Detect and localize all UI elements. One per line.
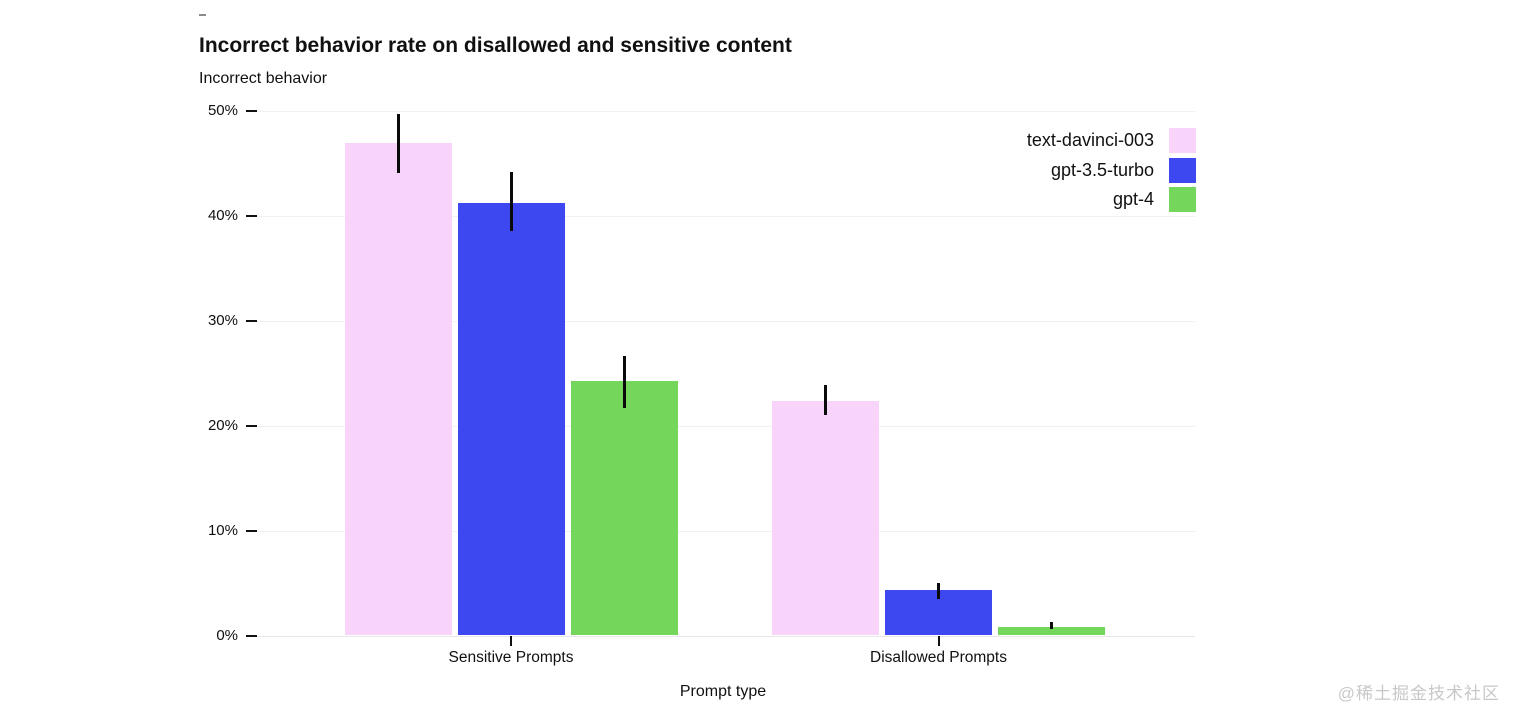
watermark: @稀土掘金技术社区 (1337, 684, 1500, 703)
legend-swatch-text-davinci-003 (1169, 128, 1196, 153)
gridline-0% (252, 636, 1195, 637)
y-tick-label: 0% (216, 627, 238, 644)
error-bar-text-davinci-003 (824, 384, 827, 415)
y-tick-mark (246, 530, 257, 532)
error-bar-gpt-4 (622, 356, 626, 408)
x-category-label: Disallowed Prompts (870, 649, 1007, 666)
gridline-20% (252, 426, 1195, 427)
legend-label-gpt-4: gpt-4 (1112, 189, 1154, 209)
bar-text-davinci-003-disallowed (772, 401, 879, 636)
chart-title: Incorrect behavior rate on disallowed an… (199, 34, 792, 57)
error-bar-gpt-3.5-turbo (509, 172, 513, 232)
bar-text-davinci-003-sensitive (344, 143, 452, 636)
y-tick-label: 30% (207, 312, 238, 329)
legend-swatch-gpt-4 (1169, 187, 1196, 212)
bar-gpt-3.5-turbo-sensitive (457, 202, 565, 636)
legend-label-text-davinci-003: text-davinci-003 (1026, 130, 1154, 150)
y-tick-label: 20% (207, 417, 238, 434)
error-bar-gpt-3.5-turbo (937, 583, 940, 599)
x-category-label: Sensitive Prompts (448, 649, 574, 666)
y-tick-label: 10% (207, 522, 238, 539)
y-axis-caption: Incorrect behavior (199, 70, 328, 87)
gridline-40% (252, 216, 1195, 217)
x-axis-title: Prompt type (679, 683, 767, 700)
x-tick-mark (937, 636, 940, 646)
y-tick-mark (246, 215, 257, 217)
y-tick-label: 50% (207, 102, 238, 119)
y-tick-mark (246, 635, 257, 637)
error-bar-gpt-4 (1050, 621, 1053, 630)
gridline-50% (252, 111, 1195, 112)
gridline-30% (252, 321, 1195, 322)
legend-swatch-gpt-3.5-turbo (1169, 157, 1196, 183)
bar-gpt-4-sensitive (570, 381, 678, 636)
y-tick-mark (246, 425, 257, 427)
gridline-10% (252, 531, 1195, 532)
y-tick-mark (246, 320, 257, 322)
y-tick-mark (246, 110, 257, 112)
legend-label-gpt-3.5-turbo: gpt-3.5-turbo (1050, 159, 1154, 180)
top-left-dash (199, 14, 206, 16)
bar-gpt-4-disallowed (998, 627, 1105, 636)
y-tick-label: 40% (207, 207, 238, 224)
x-tick-mark (510, 636, 512, 646)
error-bar-text-davinci-003 (396, 113, 400, 174)
